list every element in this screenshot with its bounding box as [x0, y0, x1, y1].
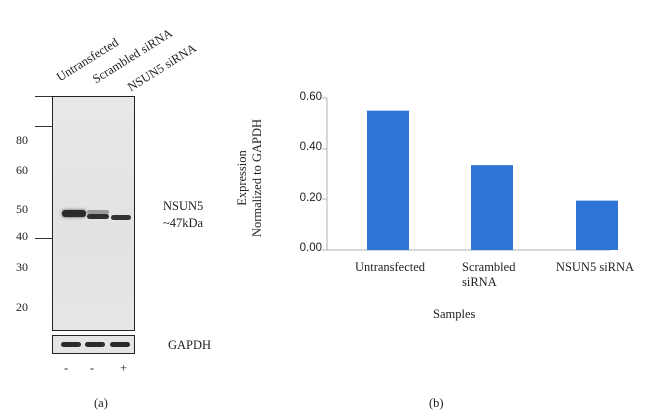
mw-tick: [35, 238, 52, 239]
x-category-line: Untransfected: [354, 260, 426, 274]
band-scrambled: [87, 214, 109, 219]
band-untransfected: [62, 210, 86, 217]
x-category-line: NSUN5 siRNA: [555, 260, 635, 274]
mw-tick: [35, 126, 52, 127]
x-category-line: siRNA: [462, 275, 497, 289]
band-scrambled-upper: [87, 210, 109, 214]
mw-tick: [35, 96, 52, 97]
target-label: NSUN5: [163, 199, 204, 213]
western-blot-gapdh: [52, 335, 135, 354]
gapdh-band-untransfected: [61, 342, 81, 347]
y-tick-label: 0.60: [299, 91, 322, 103]
mw-marker-30: 30: [16, 260, 28, 274]
sirna-sign-lane-3: +: [120, 361, 128, 375]
x-category-scrambled: Scrambled siRNA: [443, 260, 543, 290]
sirna-sign-lane-1: -: [64, 361, 69, 375]
mw-marker-80: 80: [16, 133, 28, 147]
mw-marker-40: 40: [16, 229, 28, 243]
bar-nsun5-sirna: [576, 200, 618, 250]
sirna-sign-lane-2: -: [90, 361, 95, 375]
x-category-untransfected: Untransfected: [340, 260, 440, 275]
mw-marker-50: 50: [16, 202, 28, 216]
mw-marker-60: 60: [16, 163, 28, 177]
band-nsun5-sirna: [111, 215, 131, 220]
panel-a-caption: (a): [94, 396, 108, 410]
gapdh-band-scrambled: [85, 342, 105, 347]
bars-group: [367, 110, 618, 251]
bar-untransfected: [367, 110, 409, 251]
x-category-nsun5-sirna: NSUN5 siRNA: [545, 260, 645, 275]
gapdh-band-nsun5-sirna: [110, 342, 130, 347]
mw-marker-20: 20: [16, 300, 28, 314]
y-tick-label: 0.00: [299, 242, 322, 254]
target-size: ~47kDa: [163, 216, 204, 230]
y-tick-label: 0.20: [299, 192, 322, 204]
loading-control-label: GAPDH: [168, 338, 212, 352]
y-tick-label: 0.40: [299, 141, 322, 153]
x-category-line: Scrambled: [462, 260, 516, 274]
panel-b-caption: (b): [429, 396, 444, 410]
bar-scrambled-sirna: [471, 165, 513, 250]
western-blot-nsun5: [52, 96, 135, 331]
x-axis-title: Samples: [433, 307, 476, 321]
